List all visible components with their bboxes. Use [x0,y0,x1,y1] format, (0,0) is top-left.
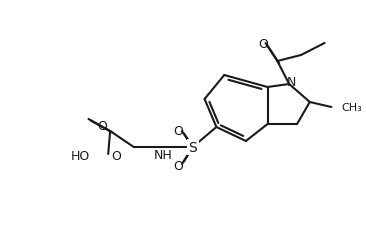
Text: S: S [188,140,197,154]
Text: O: O [111,150,121,163]
Text: CH₃: CH₃ [341,103,362,113]
Text: O: O [259,37,269,50]
Text: NH: NH [154,149,173,162]
Text: O: O [97,119,107,132]
Text: N: N [287,76,296,89]
Text: O: O [173,160,183,173]
Text: O: O [173,125,183,138]
Text: HO: HO [71,150,90,163]
